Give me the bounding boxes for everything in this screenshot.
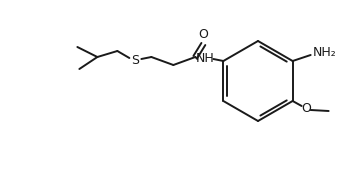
Text: NH₂: NH₂ [313,46,336,60]
Text: S: S [131,54,139,67]
Text: O: O [302,102,312,115]
Text: O: O [198,29,208,42]
Text: NH: NH [196,53,215,66]
